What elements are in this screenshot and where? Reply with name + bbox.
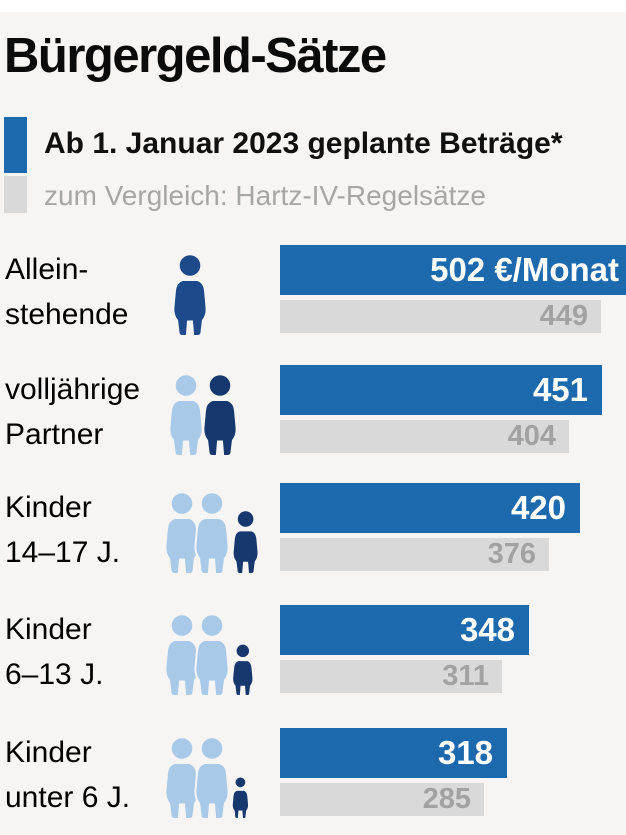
bar-group: 318 285 bbox=[280, 728, 626, 824]
bar-group: 502 €/Monat 449 bbox=[280, 245, 626, 341]
adult-person-icon-light bbox=[194, 613, 230, 697]
bar-group: 348 311 bbox=[280, 605, 626, 701]
row-label-line2: Partner bbox=[5, 418, 104, 451]
adult-person-icon-light bbox=[164, 613, 200, 697]
legend-label-compare: zum Vergleich: Hartz-IV-Regelsätze bbox=[44, 180, 486, 211]
household-icons bbox=[172, 253, 208, 337]
legend-swatch-planned bbox=[4, 117, 27, 173]
chart-row-kinder-6-13: Kinder 6–13 J. 348 311 bbox=[0, 605, 626, 701]
bar-compare: 285 bbox=[280, 783, 484, 816]
chart-row-kinder-14-17: Kinder 14–17 J. 420 376 bbox=[0, 483, 626, 579]
child-person-icon-dark bbox=[230, 775, 251, 820]
child-person-icon-dark bbox=[231, 642, 255, 697]
bar-group: 420 376 bbox=[280, 483, 626, 579]
legend-label-planned: Ab 1. Januar 2023 geplante Beträge* bbox=[44, 127, 563, 160]
adult-person-icon-light bbox=[194, 491, 230, 575]
legend-swatch-compare bbox=[4, 176, 27, 213]
row-label-line2: unter 6 J. bbox=[5, 781, 131, 814]
row-label-line1: volljährige bbox=[5, 373, 141, 406]
adult-person-icon-light bbox=[164, 491, 200, 575]
row-label-line2: 6–13 J. bbox=[5, 658, 104, 691]
row-label-line1: Allein- bbox=[5, 253, 89, 286]
household-icons bbox=[164, 613, 255, 697]
row-label: volljährige Partner bbox=[5, 367, 155, 457]
bar-planned: 348 bbox=[280, 605, 529, 655]
row-label-line2: stehende bbox=[5, 298, 129, 331]
page-title: Bürgergeld-Sätze bbox=[4, 29, 387, 83]
bar-group: 451 404 bbox=[280, 365, 626, 461]
chart-row-alleinstehende: Allein- stehende 502 €/Monat 449 bbox=[0, 245, 626, 341]
row-label: Allein- stehende bbox=[5, 247, 155, 337]
bar-compare: 376 bbox=[280, 538, 549, 571]
top-strip bbox=[0, 0, 626, 12]
row-label-line1: Kinder bbox=[5, 491, 92, 524]
household-icons bbox=[168, 373, 238, 457]
chart-row-volljaehrige-partner: volljährige Partner 451 404 bbox=[0, 365, 626, 461]
row-label: Kinder 6–13 J. bbox=[5, 607, 155, 697]
row-label-line1: Kinder bbox=[5, 736, 92, 769]
adult-person-icon-light bbox=[164, 736, 200, 820]
chart-row-kinder-unter-6: Kinder unter 6 J. 318 285 bbox=[0, 728, 626, 824]
bar-planned: 502 €/Monat bbox=[280, 245, 626, 295]
row-label: Kinder 14–17 J. bbox=[5, 485, 155, 575]
bar-planned: 451 bbox=[280, 365, 602, 415]
adult-person-icon-dark bbox=[202, 373, 238, 457]
household-icons bbox=[164, 491, 260, 575]
bar-compare: 404 bbox=[280, 420, 569, 453]
adult-person-icon-light bbox=[168, 373, 204, 457]
bar-compare: 311 bbox=[280, 660, 502, 693]
adult-person-icon-dark bbox=[172, 253, 208, 337]
bar-planned: 420 bbox=[280, 483, 580, 533]
row-label: Kinder unter 6 J. bbox=[5, 730, 155, 820]
row-label-line1: Kinder bbox=[5, 613, 92, 646]
child-person-icon-dark bbox=[231, 509, 260, 575]
row-label-line2: 14–17 J. bbox=[5, 536, 121, 569]
adult-person-icon-light bbox=[194, 736, 230, 820]
bar-compare: 449 bbox=[280, 300, 601, 333]
bar-planned: 318 bbox=[280, 728, 507, 778]
household-icons bbox=[164, 736, 251, 820]
